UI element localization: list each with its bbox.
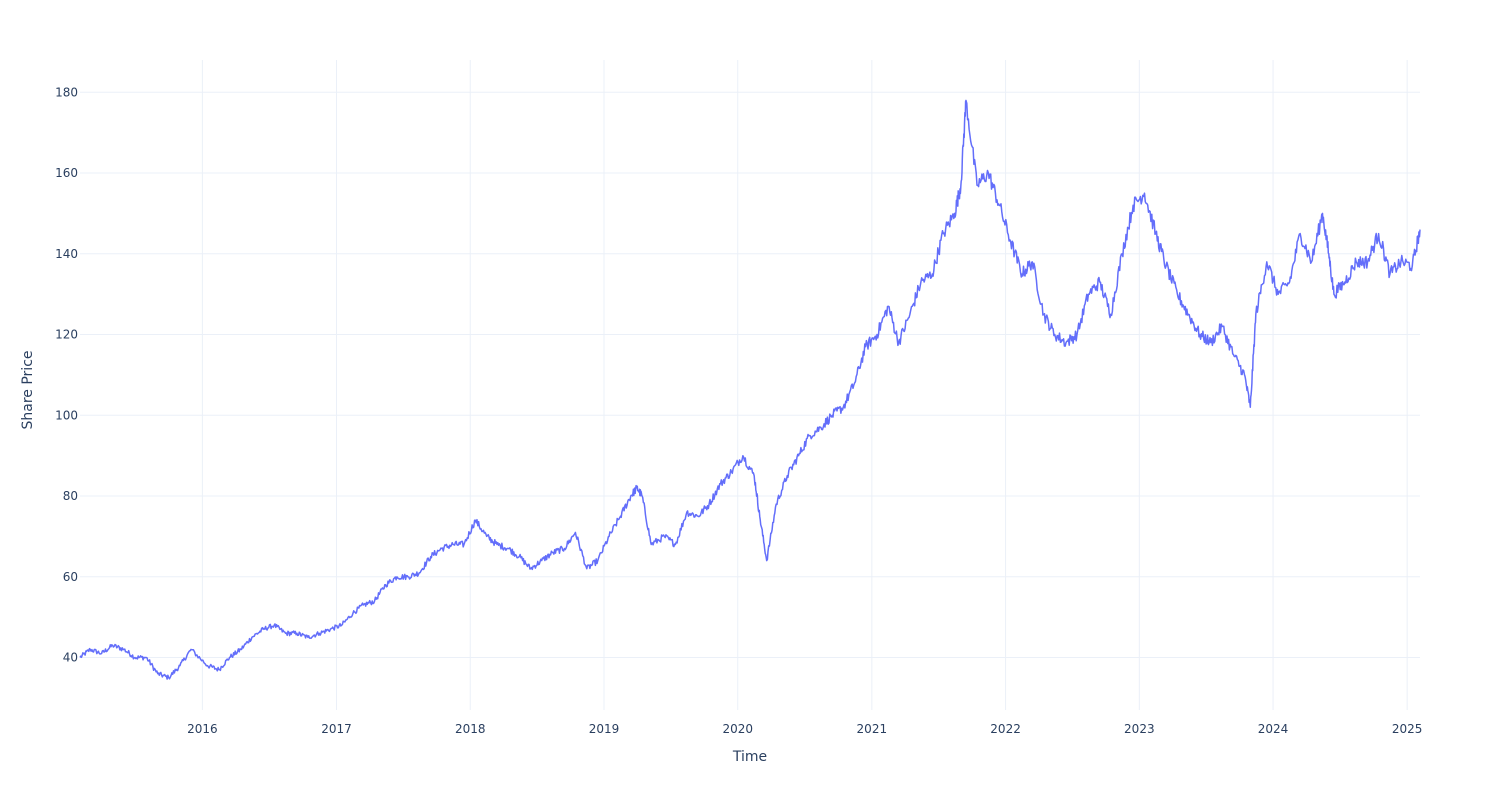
x-tick-label: 2025: [1392, 722, 1423, 736]
x-axis-title: Time: [732, 749, 767, 765]
y-tick-label: 120: [55, 328, 78, 342]
y-tick-label: 40: [63, 651, 78, 665]
y-tick-label: 80: [63, 489, 78, 503]
x-tick-label: 2024: [1258, 722, 1289, 736]
y-tick-label: 160: [55, 166, 78, 180]
y-tick-label: 140: [55, 247, 78, 261]
share-price-line: [79, 99, 1421, 680]
x-tick-label: 2020: [722, 722, 753, 736]
x-axis-ticks: 2016 2017 2018 2019 2020 2021 2022 2023 2024 2025: [187, 722, 1422, 736]
y-tick-label: 100: [55, 408, 78, 422]
x-tick-label: 2022: [990, 722, 1021, 736]
series-layer: [79, 99, 1421, 680]
y-tick-label: 60: [63, 570, 78, 584]
grid: [80, 60, 1420, 710]
y-axis-title: Share Price: [20, 350, 36, 429]
x-tick-label: 2017: [321, 722, 352, 736]
x-tick-label: 2018: [455, 722, 486, 736]
y-axis-ticks: 40 60 80 100 120 140 160 180: [55, 85, 78, 664]
x-tick-label: 2023: [1124, 722, 1155, 736]
x-tick-label: 2021: [857, 722, 888, 736]
y-tick-label: 180: [55, 85, 78, 99]
x-tick-label: 2016: [187, 722, 218, 736]
x-tick-label: 2019: [589, 722, 620, 736]
